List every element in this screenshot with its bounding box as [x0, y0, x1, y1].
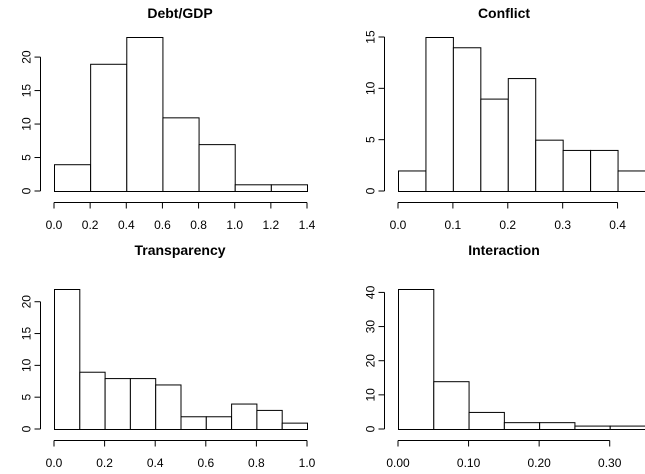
histogram-bar: [503, 422, 541, 431]
histogram-bar: [617, 170, 645, 192]
x-tick-label: 0.20: [527, 456, 551, 470]
x-tick-label: 0.8: [248, 456, 265, 470]
histogram-bar: [562, 149, 592, 192]
panel-debt-gdp: Debt/GDP 0.0 0.2 0.4 0.6 0.8 1.0 1.2 1.4 0 5 10 15 2…: [20, 5, 316, 232]
histogram-bar: [539, 422, 576, 431]
x-tick-label: 0.2: [499, 218, 516, 232]
y-tick-label: 40: [364, 285, 378, 299]
histogram-bar: [281, 422, 309, 430]
x-tick-label: 0.6: [154, 218, 171, 232]
histogram-bar: [79, 371, 106, 430]
y-tick-label: 0: [364, 425, 378, 432]
panel-conflict: Conflict 0.0 0.1 0.2 0.3 0.4 0 5 10 15: [364, 5, 645, 232]
x-tick-label: 1.0: [299, 456, 316, 470]
histogram-bar: [398, 289, 435, 430]
chart-title: Debt/GDP: [147, 5, 212, 21]
y-tick-label: 10: [20, 117, 34, 131]
y-tick-label: 0: [364, 187, 378, 194]
histogram-bar: [180, 416, 207, 431]
histogram-bar: [452, 47, 482, 193]
histogram-bar: [270, 184, 309, 193]
y-tick-label: 10: [364, 81, 378, 95]
x-tick-label: 0.6: [197, 456, 214, 470]
histogram-bar: [535, 139, 564, 193]
chart-title: Conflict: [478, 5, 530, 21]
x-tick-label: 0.0: [46, 456, 63, 470]
y-tick-label: 20: [364, 354, 378, 368]
histogram-bar: [155, 384, 182, 431]
y-tick-label: 15: [364, 30, 378, 44]
x-tick-label: 0.2: [96, 456, 113, 470]
histogram-bar: [398, 170, 427, 192]
histogram-bar: [54, 289, 81, 430]
x-tick-label: 0.4: [147, 456, 164, 470]
y-tick-label: 15: [20, 84, 34, 98]
histogram-bar: [162, 117, 200, 192]
y-tick-label: 5: [20, 394, 34, 401]
histogram-bar: [129, 378, 157, 431]
histogram-bar: [609, 425, 645, 430]
y-tick-label: 10: [364, 388, 378, 402]
y-tick-label: 20: [20, 50, 34, 64]
histogram-bar: [198, 144, 236, 192]
y-tick-label: 5: [364, 136, 378, 143]
x-tick-label: 0.1: [445, 218, 462, 232]
x-tick-label: 0.4: [118, 218, 135, 232]
y-tick-label: 0: [20, 425, 34, 432]
x-tick-label: 0.8: [190, 218, 207, 232]
y-tick-label: 30: [364, 320, 378, 334]
x-tick-label: 0.10: [457, 456, 481, 470]
histogram-bar: [205, 416, 233, 431]
histogram-bar: [104, 378, 131, 431]
histogram-bar: [231, 403, 258, 430]
panel-interaction: Interaction 0.00 0.10 0.20 0.30 0 10 20 30 40: [364, 242, 645, 470]
histogram-bar: [480, 98, 509, 192]
panel-transparency: Transparency 0.0 0.2 0.4 0.6 0.8 1.0 0 5 10 15 20: [20, 242, 316, 470]
histogram-bar: [126, 37, 164, 192]
histogram-bar: [425, 37, 454, 192]
x-tick-label: 0.30: [598, 456, 622, 470]
histogram-bar: [433, 381, 470, 431]
y-tick-label: 5: [20, 154, 34, 161]
chart-title: Interaction: [468, 242, 540, 258]
x-tick-label: 0.0: [46, 218, 63, 232]
histogram-bar: [54, 164, 92, 192]
histogram-bar: [468, 411, 505, 430]
histogram-bar: [507, 78, 537, 192]
histogram-bar: [574, 425, 611, 430]
x-tick-label: 1.2: [263, 218, 280, 232]
x-tick-label: 0.3: [554, 218, 571, 232]
x-tick-label: 0.00: [386, 456, 410, 470]
x-tick-label: 1.4: [299, 218, 316, 232]
y-tick-label: 10: [20, 358, 34, 372]
y-tick-label: 15: [20, 327, 34, 341]
chart-title: Transparency: [134, 242, 225, 258]
x-tick-label: 1.0: [226, 218, 243, 232]
y-tick-label: 20: [20, 295, 34, 309]
histogram-bar: [590, 149, 619, 192]
histogram-bar: [256, 409, 283, 430]
x-tick-label: 0.4: [609, 218, 626, 232]
x-tick-label: 0.0: [390, 218, 407, 232]
y-tick-label: 0: [20, 187, 34, 194]
histogram-bar: [90, 63, 128, 192]
histogram-bar: [234, 184, 272, 193]
x-tick-label: 0.2: [82, 218, 99, 232]
